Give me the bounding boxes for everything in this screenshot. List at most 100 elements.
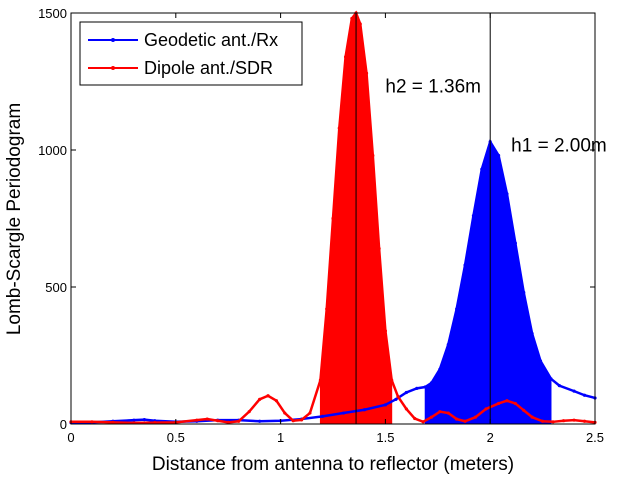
plot-frame — [70, 12, 596, 425]
data-point-dipole — [383, 329, 387, 333]
data-point-dipole — [195, 418, 199, 422]
legend-marker-geodetic — [111, 38, 115, 42]
y-tick-label: 500 — [45, 280, 67, 295]
data-point-geodetic — [258, 419, 262, 423]
data-point-geodetic — [455, 307, 459, 311]
legend-label-dipole: Dipole ant./SDR — [144, 58, 273, 78]
data-point-dipole — [421, 420, 425, 424]
data-point-dipole — [216, 419, 220, 423]
data-point-geodetic — [142, 418, 146, 422]
data-point-dipole — [266, 394, 270, 398]
data-point-geodetic — [538, 359, 543, 363]
axis-ticks: 0 0.5 1 1.5 2 2.5 0 500 1000 1500 — [38, 6, 604, 445]
data-point-dipole — [404, 407, 408, 411]
data-point-dipole — [390, 378, 394, 382]
data-point-geodetic — [383, 403, 387, 407]
data-point-dipole — [396, 395, 400, 399]
data-point-dipole — [541, 419, 545, 423]
data-point-dipole — [429, 415, 434, 419]
data-point-dipole — [318, 378, 323, 382]
data-point-geodetic — [362, 408, 367, 412]
data-point-dipole — [513, 401, 517, 406]
data-point-dipole — [522, 408, 526, 412]
data-point-dipole — [205, 417, 209, 421]
data-point-dipole — [111, 420, 115, 424]
data-point-dipole — [484, 407, 488, 411]
y-tick-label: 1500 — [38, 6, 67, 21]
data-point-geodetic — [423, 385, 427, 389]
data-point-dipole — [530, 415, 534, 419]
data-point-geodetic — [429, 381, 434, 385]
data-point-dipole — [350, 16, 354, 21]
data-point-geodetic — [582, 393, 587, 397]
peak-annotation: h1 = 2.00m — [511, 135, 607, 156]
data-point-geodetic — [557, 384, 561, 388]
data-point-dipole — [446, 411, 450, 415]
data-point-dipole — [283, 411, 287, 415]
data-point-geodetic — [549, 377, 553, 381]
data-point-dipole — [371, 153, 375, 158]
data-point-dipole — [299, 418, 304, 422]
peak-markers — [355, 13, 491, 424]
data-point-dipole — [331, 216, 335, 221]
data-point-geodetic — [496, 153, 501, 158]
data-point-dipole — [274, 399, 279, 403]
data-point-dipole — [358, 22, 362, 26]
x-tick-label: 0.5 — [167, 430, 185, 445]
data-point-dipole — [582, 419, 587, 423]
data-point-geodetic — [394, 397, 398, 401]
x-tick-label: 1.5 — [376, 430, 394, 445]
x-tick-label: 1 — [277, 430, 284, 445]
data-point-dipole — [551, 420, 555, 424]
peak-annotation: h2 = 1.36m — [385, 76, 481, 97]
data-point-geodetic — [404, 390, 408, 395]
data-point-dipole — [377, 247, 381, 251]
data-point-dipole — [496, 401, 501, 406]
series-lines — [69, 10, 597, 425]
data-point-dipole — [337, 126, 341, 130]
data-point-geodetic — [463, 263, 467, 267]
data-point-geodetic — [513, 241, 517, 245]
x-tick-label: 0 — [67, 430, 74, 445]
data-point-geodetic — [522, 290, 526, 295]
data-point-geodetic — [341, 411, 346, 415]
legend-marker-dipole — [111, 66, 115, 70]
data-point-dipole — [572, 418, 576, 422]
x-tick-label: 2.5 — [586, 430, 604, 445]
data-point-dipole — [247, 410, 251, 414]
data-point-geodetic — [530, 331, 534, 336]
data-point-dipole — [413, 416, 417, 421]
data-point-geodetic — [320, 414, 325, 418]
data-point-dipole — [343, 55, 348, 59]
data-point-dipole — [438, 410, 442, 414]
data-point-dipole — [226, 420, 230, 424]
legend-box — [79, 21, 303, 86]
data-point-dipole — [364, 71, 369, 75]
data-point-dipole — [308, 411, 312, 415]
legend-label-geodetic: Geodetic ant./Rx — [144, 30, 278, 50]
data-point-dipole — [237, 419, 241, 423]
data-point-dipole — [505, 399, 509, 403]
data-point-dipole — [455, 417, 459, 421]
y-tick-label: 0 — [60, 417, 67, 432]
data-point-dipole — [153, 421, 157, 425]
data-point-geodetic — [480, 167, 484, 171]
annotations: h2 = 1.36m h1 = 2.00m — [385, 76, 606, 156]
y-axis-title: Lomb-Scargle Periodogram — [4, 103, 25, 335]
data-point-geodetic — [132, 418, 136, 422]
data-point-dipole — [291, 419, 295, 423]
data-point-dipole — [258, 397, 262, 401]
data-point-geodetic — [446, 342, 450, 347]
data-point-geodetic — [505, 192, 509, 196]
data-point-geodetic — [471, 214, 476, 218]
data-point-dipole — [463, 419, 467, 423]
data-point-dipole — [325, 307, 329, 311]
data-point-geodetic — [438, 367, 442, 371]
x-tick-label: 2 — [487, 430, 494, 445]
data-point-dipole — [90, 420, 94, 424]
x-axis-title: Distance from antenna to reflector (mete… — [152, 454, 514, 475]
data-point-dipole — [561, 419, 566, 423]
data-point-dipole — [473, 415, 478, 419]
data-point-geodetic — [415, 386, 419, 390]
